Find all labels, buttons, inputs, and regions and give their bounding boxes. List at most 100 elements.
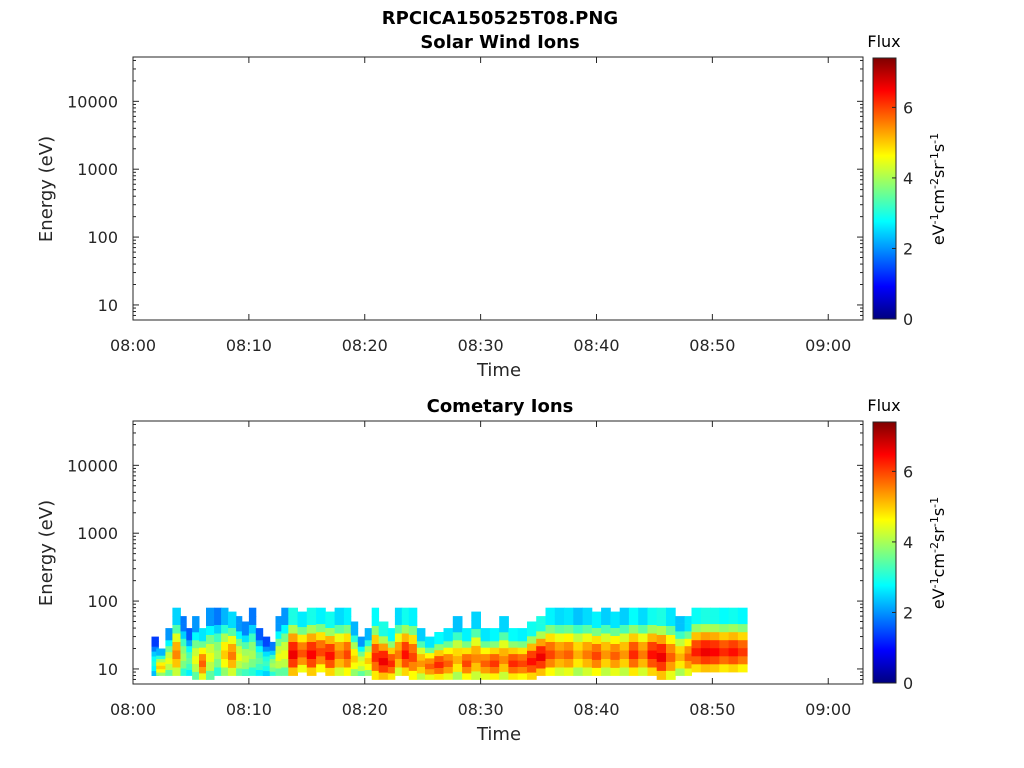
heatmap-cell: [610, 627, 621, 636]
heatmap-cell: [241, 628, 250, 636]
heatmap-cell: [334, 607, 345, 617]
heatmap-cell: [241, 655, 250, 663]
heatmap-cell: [236, 631, 243, 639]
heatmap-cell: [480, 628, 491, 635]
heatmap-cell: [401, 624, 410, 634]
heatmap-cell: [236, 623, 243, 632]
heatmap-cell: [350, 635, 359, 643]
heatmap-cell: [545, 641, 556, 651]
heatmap-cell: [480, 647, 491, 655]
heatmap-cell: [719, 631, 729, 641]
heatmap-cell: [192, 639, 200, 649]
heatmap-cell: [151, 636, 159, 642]
heatmap-cell: [387, 647, 396, 655]
heatmap-cell: [165, 657, 173, 664]
heatmap-cell: [591, 659, 602, 668]
heatmap-cell: [206, 634, 215, 644]
heatmap-cell: [378, 665, 389, 673]
heatmap-cell: [262, 660, 271, 667]
heatmap-cell: [564, 658, 574, 668]
heatmap-cell: [728, 655, 739, 665]
heatmap-cell: [228, 635, 237, 644]
heatmap-cell: [545, 624, 556, 634]
heatmap-cell: [236, 668, 243, 676]
heatmap-cell: [236, 645, 243, 654]
heatmap-cell: [601, 650, 611, 659]
heatmap-cell: [228, 627, 237, 636]
heatmap-cell: [364, 645, 373, 653]
x-tick-label: 08:40: [573, 700, 619, 719]
heatmap-cell: [489, 647, 500, 655]
heatmap-cell: [255, 669, 264, 676]
heatmap-cell: [425, 658, 435, 664]
heatmap-cell: [536, 616, 546, 624]
heatmap-cell: [489, 634, 500, 642]
heatmap-cell: [228, 667, 237, 676]
heatmap-cell: [288, 624, 298, 634]
x-tick-label: 09:00: [805, 700, 851, 719]
x-tick-label: 08:50: [689, 336, 735, 355]
heatmap-cell: [573, 667, 583, 676]
x-tick-label: 09:00: [805, 336, 851, 355]
heatmap-cell: [165, 669, 173, 676]
plot-frame: [132, 420, 864, 685]
heatmap-cell: [275, 631, 282, 639]
heatmap-cell: [545, 633, 556, 642]
heatmap-cell: [647, 667, 658, 676]
heatmap-cell: [628, 650, 639, 659]
heatmap-cell: [186, 628, 193, 635]
heatmap-cell: [700, 655, 711, 665]
x-tick-label: 08:20: [342, 336, 388, 355]
heatmap-cell: [325, 651, 335, 660]
heatmap-cell: [387, 666, 396, 674]
heatmap-cell: [638, 658, 648, 668]
heatmap-cell: [691, 664, 702, 673]
heatmap-cell: [619, 650, 630, 659]
heatmap-cell: [357, 641, 366, 647]
heatmap-cell: [343, 616, 352, 625]
heatmap-cell: [269, 654, 276, 660]
heatmap-cell: [545, 650, 556, 659]
heatmap-cell: [275, 616, 282, 624]
heatmap-cell: [443, 628, 454, 635]
heatmap-cell: [371, 670, 380, 680]
heatmap-cell: [710, 655, 720, 665]
heatmap-cell: [647, 616, 658, 625]
heatmap-cell: [684, 653, 692, 661]
heatmap-cell: [499, 655, 509, 664]
heatmap-cell: [452, 639, 463, 649]
heatmap-cell: [471, 620, 481, 629]
heatmap-cell: [619, 607, 630, 617]
heatmap-cell: [591, 619, 602, 628]
heatmap-cell: [434, 643, 444, 651]
heatmap-cell: [401, 616, 410, 625]
heatmap-cell: [275, 638, 282, 647]
x-axis: 08:00 08:10 08:20 08:30 08:40 08:50 09:00: [110, 57, 851, 355]
heatmap-cell: [186, 657, 193, 664]
colorbar-tick-label: 0: [903, 674, 913, 693]
heatmap-cell: [221, 650, 229, 659]
heatmap-cell: [471, 662, 481, 672]
heatmap-cell: [425, 663, 435, 670]
heatmap-cell: [371, 652, 380, 662]
heatmap-cell: [564, 624, 574, 634]
heatmap-cell: [628, 616, 639, 625]
heatmap-cell: [214, 641, 222, 651]
heatmap-cell: [471, 628, 481, 638]
x-tick-label: 08:10: [226, 700, 272, 719]
heatmap-cell: [582, 607, 593, 617]
heatmap-cell: [536, 668, 546, 676]
heatmap-cell: [357, 646, 366, 652]
heatmap-cell: [151, 646, 159, 652]
plot-frame: [132, 56, 864, 321]
heatmap-cell: [165, 663, 173, 670]
heatmap-cell: [536, 638, 546, 647]
heatmap-cell: [306, 650, 317, 659]
x-axis-label: Time: [476, 724, 521, 745]
heatmap-cell: [684, 638, 692, 647]
heatmap-cell: [656, 607, 667, 618]
heatmap-cell: [638, 633, 648, 642]
heatmap-cell: [582, 667, 593, 676]
heatmap-cell: [281, 658, 289, 668]
heatmap-cell: [737, 615, 748, 625]
